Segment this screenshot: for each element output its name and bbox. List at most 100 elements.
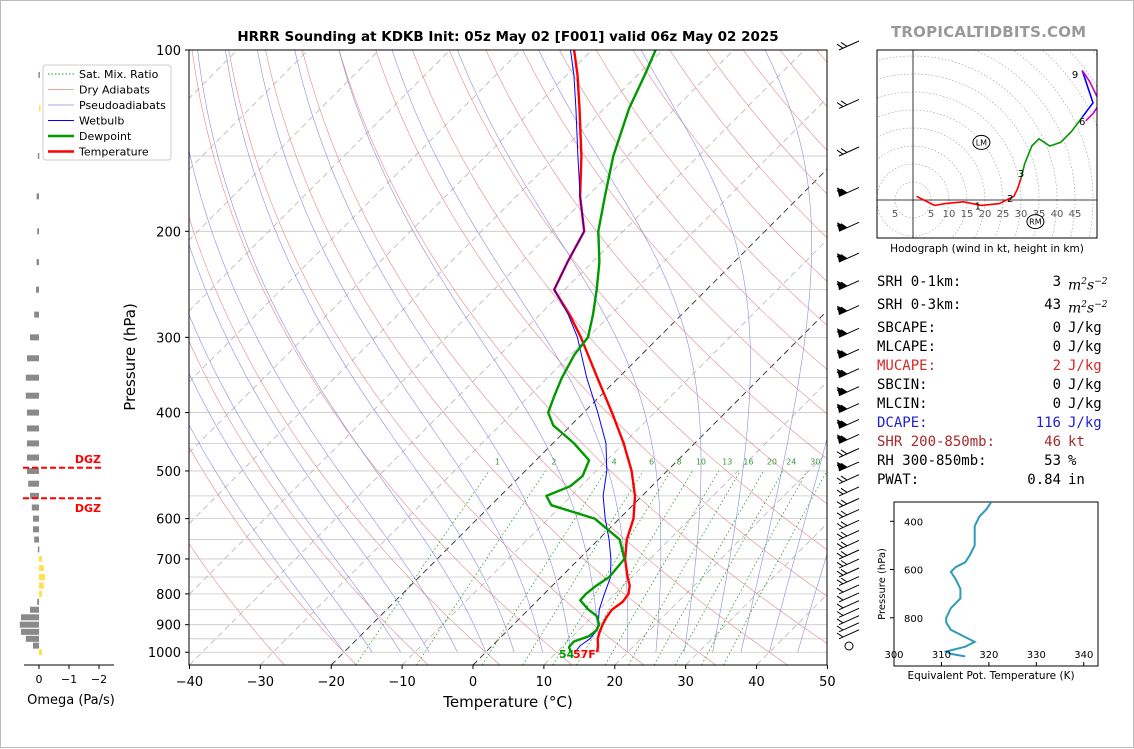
dry-adiabat (338, 50, 827, 644)
wind-barb (836, 221, 860, 232)
omega-bar (21, 614, 39, 621)
barb-feather (840, 531, 848, 537)
dgz-top-label: DGZ (75, 453, 101, 466)
wind-barb (836, 486, 860, 497)
moist-adiabat (640, 50, 751, 653)
hodograph-caption: Hodograph (wind in kt, height in km) (890, 243, 1084, 255)
barb-feather (840, 475, 848, 481)
barb-feather (836, 595, 844, 601)
barb-staff (838, 498, 860, 508)
x-tick-label: 20 (607, 675, 624, 690)
barb-feather (840, 499, 848, 505)
barb-feather (836, 625, 844, 631)
wind-barb (836, 280, 860, 291)
stat-label: RH 300-850mb: (877, 453, 987, 470)
stat-value: 3 (1052, 274, 1061, 290)
hodograph-ring-label: 30 (1015, 209, 1028, 220)
dry-adiabat (228, 50, 645, 665)
barb-staff (838, 576, 860, 587)
omega-bar (36, 259, 39, 266)
omega-bar (30, 334, 39, 341)
storm-motion-marker (972, 134, 991, 150)
wind-barb (836, 519, 860, 530)
omega-axis-label: Omega (Pa/s) (27, 693, 115, 708)
barb-feather (840, 41, 848, 47)
x-tick-label: −10 (388, 675, 415, 690)
moist-adiabat (538, 50, 702, 653)
omega-bar (27, 355, 39, 362)
stat-row: DCAPE: 116 J/kg (877, 414, 1117, 433)
x-tick-label: 30 (677, 675, 694, 690)
barb-pennant (837, 403, 847, 413)
barb-feather (836, 512, 844, 518)
barb-feather (840, 560, 848, 565)
hodograph-ring-label: 35 (1033, 209, 1046, 220)
y-tick-label: 1000 (148, 646, 181, 661)
x-tick-label: 50 (819, 675, 836, 690)
y-axis-label: Pressure (hPa) (121, 303, 139, 411)
isotherm (685, 523, 827, 665)
dry-adiabat (485, 50, 827, 459)
barb-staff (838, 474, 860, 485)
legend-entry: Temperature (78, 146, 149, 159)
isotherm (189, 50, 593, 454)
barb-staff (838, 348, 860, 359)
wind-barb (836, 584, 860, 595)
hodograph-trace (1081, 70, 1094, 118)
stat-unit: kt (1068, 434, 1085, 451)
stat-unit: J/kg (1068, 338, 1102, 355)
omega-bar (21, 628, 39, 635)
hodograph-frame (876, 49, 1098, 239)
stat-unit: m2s−2 (1068, 277, 1108, 294)
omega-bar (28, 480, 39, 487)
wind-barb (836, 530, 860, 541)
wind-barb (836, 305, 860, 316)
barb-feather (840, 487, 848, 493)
hodograph-ring-label: 5 (928, 209, 934, 220)
legend-entry: Wetbulb (79, 115, 124, 128)
wind-barb (836, 368, 860, 379)
wind-barb (836, 146, 860, 157)
dry-adiabat (412, 50, 827, 551)
barb-feather (836, 587, 844, 593)
stat-value: 46 (1044, 434, 1061, 451)
barb-staff (838, 584, 860, 595)
barb-pennant (837, 386, 847, 396)
stat-label: SRH 0-3km: (877, 296, 962, 313)
hodograph-height-label: 6 (1079, 117, 1085, 128)
storm-motion-label: RM (1029, 218, 1042, 227)
barb-staff (838, 403, 860, 414)
hodograph-plot: 5 5 10 15 20 25 30 35 40 45 1 2 3 6 9 LM RM (877, 50, 1097, 238)
barb-staff (838, 252, 860, 263)
mixing-ratio-line (628, 470, 741, 665)
stat-value: 43 (1044, 296, 1061, 313)
mixing-ratio-label: 10 (696, 458, 706, 467)
dry-adiabat (522, 50, 827, 415)
stat-unit: J/kg (1068, 376, 1102, 393)
omega-bar (30, 606, 39, 613)
mixing-ratio-label: 8 (677, 458, 682, 467)
wind-barb (836, 386, 860, 397)
wind-barb (836, 98, 860, 109)
legend: Sat. Mix. Ratio Dry Adiabats Pseudoadiabat… (42, 64, 172, 161)
barb-feather (840, 510, 848, 516)
mixing-ratio-line (674, 470, 784, 665)
y-tick-label: 200 (156, 225, 181, 240)
mixing-ratio-line (552, 470, 672, 665)
hodograph-ring-label: 15 (961, 209, 974, 220)
hodograph-trace (1081, 69, 1097, 122)
plot-frame (188, 49, 828, 666)
stat-value: 0 (1052, 319, 1061, 336)
moist-adiabat (457, 50, 662, 653)
wind-barb (836, 549, 860, 560)
barb-pennant (837, 305, 847, 315)
barb-feather (836, 489, 844, 495)
barb-staff (838, 530, 860, 541)
isotherm-minus20 (330, 168, 827, 665)
omega-bar (27, 454, 39, 461)
brand-watermark: TROPICALTIDBITS.COM (891, 23, 1087, 41)
x-axis-label: Temperature (°C) (442, 693, 572, 711)
wind-barb (836, 576, 860, 587)
wind-barb (836, 40, 860, 51)
barb-staff (838, 519, 860, 530)
